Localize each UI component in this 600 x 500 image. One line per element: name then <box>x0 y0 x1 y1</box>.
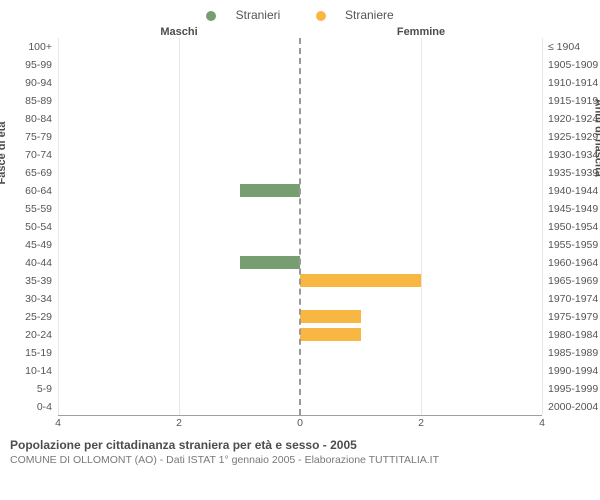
header-femmine: Femmine <box>300 26 542 38</box>
age-label: 20-24 <box>0 326 52 344</box>
age-label: 60-64 <box>0 182 52 200</box>
age-label: 90-94 <box>0 74 52 92</box>
age-label: 85-89 <box>0 92 52 110</box>
header-maschi: Maschi <box>58 26 300 38</box>
legend-item-straniere: Straniere <box>308 8 402 22</box>
legend-label-stranieri: Stranieri <box>236 8 281 22</box>
age-label: 100+ <box>0 38 52 56</box>
y-axis-label-right: Anni di nascita <box>592 99 600 177</box>
pyramid-chart: 100+95-9990-9485-8980-8475-7970-7465-696… <box>0 38 600 416</box>
yob-label: 1970-1974 <box>548 290 600 308</box>
legend-item-stranieri: Stranieri <box>198 8 291 22</box>
yob-label: 1975-1979 <box>548 308 600 326</box>
yob-label: 1990-1994 <box>548 362 600 380</box>
age-label: 55-59 <box>0 200 52 218</box>
yob-label: 1910-1914 <box>548 74 600 92</box>
caption: Popolazione per cittadinanza straniera p… <box>0 432 600 468</box>
yob-label: 1965-1969 <box>548 272 600 290</box>
legend-swatch-straniere <box>316 11 326 21</box>
age-label: 95-99 <box>0 56 52 74</box>
yob-label: 1995-1999 <box>548 380 600 398</box>
x-tick: 0 <box>297 417 303 429</box>
yob-label: 1980-1984 <box>548 326 600 344</box>
legend-swatch-stranieri <box>206 11 216 21</box>
y-axis-label-left: Fasce di età <box>0 122 8 185</box>
legend-label-straniere: Straniere <box>345 8 394 22</box>
bar-male <box>240 184 301 197</box>
yob-label: 1905-1909 <box>548 56 600 74</box>
x-tick: 4 <box>55 417 61 429</box>
y-axis-age: 100+95-9990-9485-8980-8475-7970-7465-696… <box>0 38 58 416</box>
yob-label: 1960-1964 <box>548 254 600 272</box>
caption-subtitle: COMUNE DI OLLOMONT (AO) - Dati ISTAT 1° … <box>10 454 590 466</box>
x-tick: 2 <box>418 417 424 429</box>
age-label: 35-39 <box>0 272 52 290</box>
legend: Stranieri Straniere <box>0 0 600 26</box>
bars-female <box>300 38 542 415</box>
x-tick: 4 <box>539 417 545 429</box>
plot-area <box>58 38 542 416</box>
bar-female <box>300 328 361 341</box>
bars-male <box>58 38 300 415</box>
yob-label: 1945-1949 <box>548 200 600 218</box>
yob-label: 1950-1954 <box>548 218 600 236</box>
caption-title: Popolazione per cittadinanza straniera p… <box>10 438 590 452</box>
yob-label: 1940-1944 <box>548 182 600 200</box>
y-axis-yob: ≤ 19041905-19091910-19141915-19191920-19… <box>542 38 600 416</box>
age-label: 45-49 <box>0 236 52 254</box>
chart-column-headers: Maschi Femmine <box>0 26 600 38</box>
age-label: 25-29 <box>0 308 52 326</box>
age-label: 40-44 <box>0 254 52 272</box>
age-label: 10-14 <box>0 362 52 380</box>
bar-female <box>300 274 421 287</box>
bar-female <box>300 310 361 323</box>
x-axis: 4 2 0 2 4 <box>0 416 600 432</box>
zero-line <box>299 38 301 415</box>
age-label: 15-19 <box>0 344 52 362</box>
yob-label: 2000-2004 <box>548 398 600 416</box>
age-label: 5-9 <box>0 380 52 398</box>
yob-label: ≤ 1904 <box>548 38 600 56</box>
age-label: 50-54 <box>0 218 52 236</box>
age-label: 0-4 <box>0 398 52 416</box>
yob-label: 1985-1989 <box>548 344 600 362</box>
x-tick: 2 <box>176 417 182 429</box>
bar-male <box>240 256 301 269</box>
age-label: 30-34 <box>0 290 52 308</box>
x-ticks: 4 2 0 2 4 <box>58 416 542 432</box>
yob-label: 1955-1959 <box>548 236 600 254</box>
